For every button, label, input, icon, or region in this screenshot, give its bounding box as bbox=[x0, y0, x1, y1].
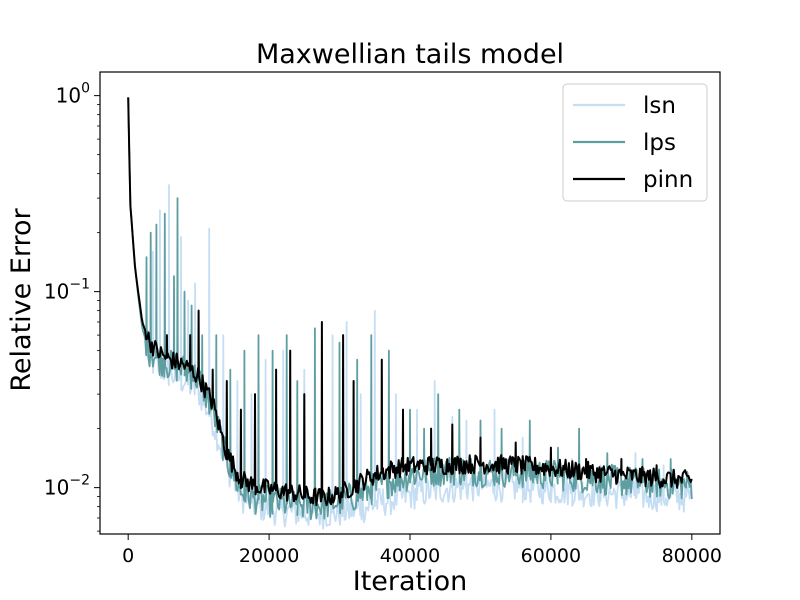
y-tick-label: 100 bbox=[56, 81, 90, 108]
x-axis-label: Iteration bbox=[353, 566, 468, 597]
legend-label-pinn: pinn bbox=[643, 167, 693, 193]
plot-area bbox=[127, 97, 693, 530]
x-axis: 0 20000 40000 60000 80000 bbox=[122, 534, 722, 567]
series-line-lsn bbox=[127, 97, 693, 530]
x-tick-label: 20000 bbox=[239, 545, 299, 567]
legend-label-lps: lps bbox=[643, 130, 676, 156]
x-tick-label: 40000 bbox=[380, 545, 440, 567]
series-lsn bbox=[127, 97, 693, 530]
y-tick-label: 10−2 bbox=[44, 473, 90, 500]
x-tick-label: 60000 bbox=[521, 545, 581, 567]
y-tick-label: 10−1 bbox=[44, 277, 90, 304]
y-axis: 10−2 10−1 100 bbox=[44, 81, 100, 532]
plot-frame bbox=[99, 71, 721, 535]
y-axis-label: Relative Error bbox=[6, 207, 37, 391]
legend-label-lsn: lsn bbox=[643, 93, 676, 119]
series-line-pinn bbox=[127, 97, 693, 507]
x-tick-label: 80000 bbox=[662, 545, 722, 567]
series-pinn bbox=[127, 97, 693, 507]
x-tick-label: 0 bbox=[122, 545, 134, 567]
legend-box bbox=[562, 83, 708, 202]
legend: lsn lps pinn bbox=[562, 83, 708, 202]
chart-title: Maxwellian tails model bbox=[256, 39, 564, 70]
